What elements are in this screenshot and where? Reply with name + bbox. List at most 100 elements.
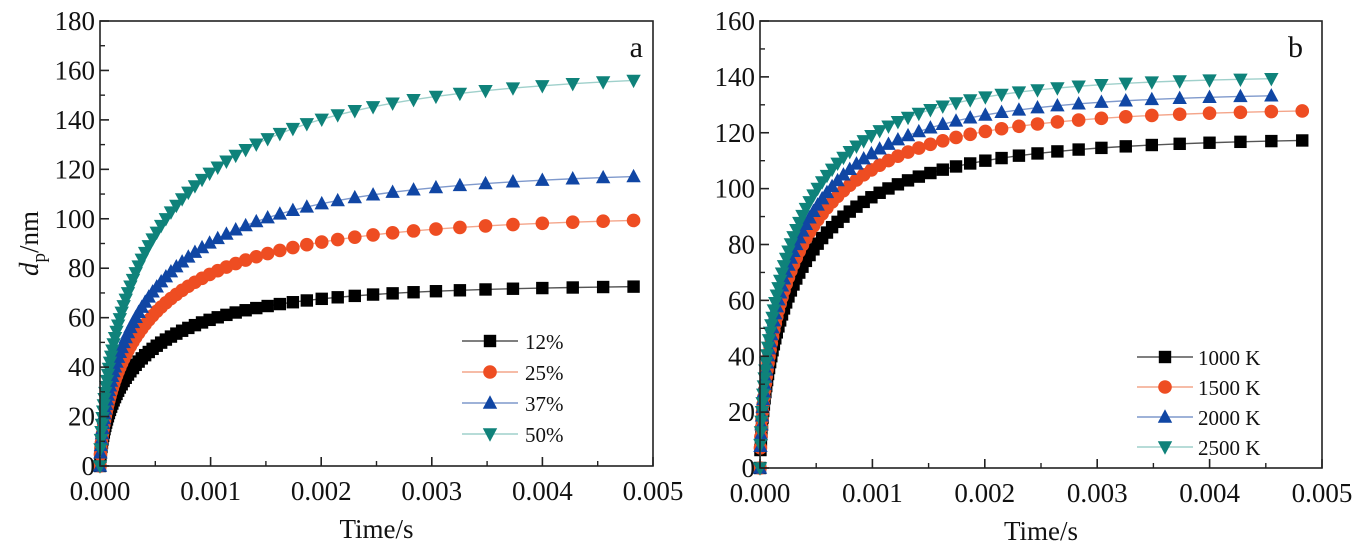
data-point: [249, 213, 264, 228]
data-point: [963, 157, 977, 170]
data-point: [219, 226, 234, 240]
data-point: [1144, 76, 1160, 90]
data-point: [1030, 117, 1045, 131]
data-point: [890, 132, 906, 146]
y-tick-label: 120: [715, 118, 756, 148]
y-tick-label: 40: [68, 352, 95, 382]
data-point: [596, 214, 610, 229]
x-axis-title: Time/s: [1004, 516, 1078, 546]
plot-area: [92, 74, 641, 474]
data-point: [1118, 77, 1133, 92]
data-point: [994, 104, 1009, 119]
x-tick-label: 0.003: [401, 476, 462, 506]
data-point: [535, 216, 550, 231]
data-point: [535, 172, 550, 186]
data-point: [759, 356, 774, 371]
data-point: [187, 180, 203, 194]
data-point: [978, 91, 993, 105]
data-point: [1264, 88, 1279, 102]
data-point: [385, 184, 400, 198]
data-point: [872, 125, 887, 139]
data-point: [627, 280, 640, 293]
data-point: [229, 306, 242, 319]
data-point: [849, 140, 864, 154]
data-point: [757, 372, 772, 386]
data-point: [1031, 147, 1044, 160]
data-point: [1295, 104, 1310, 118]
y-tick-label: 20: [728, 397, 755, 427]
data-point: [452, 177, 468, 192]
y-tick-label: 0: [82, 451, 96, 481]
data-point: [478, 175, 493, 190]
data-point: [505, 82, 521, 96]
data-point: [1265, 134, 1278, 148]
data-point: [202, 235, 217, 249]
data-point: [95, 412, 110, 426]
legend-marker-triangle-down: [1157, 441, 1173, 455]
y-tick-label: 180: [55, 6, 96, 36]
data-point: [347, 230, 362, 244]
data-point: [1051, 145, 1064, 158]
legend-marker-square: [483, 334, 497, 348]
data-point: [1202, 74, 1217, 88]
data-point: [912, 141, 926, 155]
data-point: [758, 364, 773, 378]
legend-label: 1500 K: [1198, 376, 1260, 400]
data-point: [566, 281, 579, 294]
data-point: [103, 350, 119, 364]
data-point: [935, 116, 950, 130]
data-point: [856, 135, 871, 149]
data-point: [595, 76, 611, 90]
data-point: [994, 121, 1009, 136]
y-tick-label: 160: [715, 6, 756, 36]
data-point: [1011, 102, 1027, 116]
data-point: [872, 141, 887, 155]
data-point: [901, 145, 915, 159]
data-point: [453, 220, 467, 235]
data-point: [286, 240, 300, 255]
legend-item: 1000 K: [1137, 346, 1260, 370]
data-point: [92, 460, 108, 474]
data-point: [406, 224, 421, 238]
legend-marker-triangle-up: [1157, 409, 1173, 423]
series-2500-k: [752, 72, 1279, 476]
data-point: [890, 116, 906, 130]
data-point: [1233, 105, 1248, 120]
data-point: [330, 109, 345, 123]
x-axis: 0.000 0.001 0.002 0.003 0.004 0.005 Time/s: [730, 459, 1352, 546]
data-point: [565, 215, 580, 229]
data-point: [881, 120, 896, 134]
data-point: [948, 113, 964, 127]
data-point: [881, 136, 896, 150]
data-point: [1072, 143, 1085, 156]
x-tick-label: 0.000: [70, 476, 131, 506]
legend-item: 12%: [462, 330, 564, 354]
y-tick-label: 20: [68, 402, 95, 432]
x-tick-label: 0.003: [1067, 478, 1128, 508]
data-point: [1234, 135, 1247, 149]
data-point: [936, 163, 949, 176]
data-point: [429, 285, 443, 298]
data-point: [99, 374, 115, 389]
data-point: [536, 281, 549, 295]
data-point: [1202, 89, 1217, 104]
data-point: [1172, 75, 1187, 89]
data-point: [1202, 106, 1217, 120]
data-point: [273, 297, 287, 311]
data-point: [107, 332, 123, 346]
data-point: [97, 393, 112, 407]
legend-marker-square: [1158, 350, 1172, 364]
data-point: [864, 130, 879, 144]
y-axis: 0 20 40 60 80 100 120 140 160: [715, 6, 769, 483]
data-point: [285, 202, 301, 217]
data-point: [766, 304, 782, 318]
data-point: [769, 289, 785, 303]
data-point: [565, 171, 580, 185]
legend-label: 1000 K: [1198, 346, 1260, 370]
data-point: [1050, 82, 1065, 96]
data-point: [901, 174, 915, 187]
y-tick-label: 140: [55, 105, 96, 135]
data-point: [923, 137, 938, 152]
data-point: [949, 130, 963, 145]
plot-frame: [99, 20, 654, 467]
